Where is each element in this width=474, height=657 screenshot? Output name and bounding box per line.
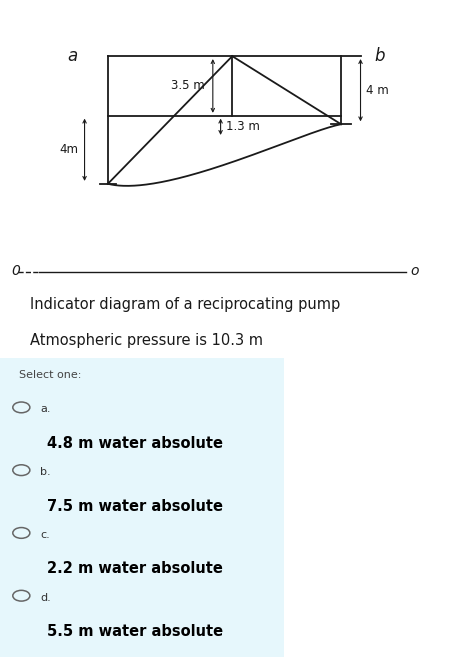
Text: 4 m: 4 m (366, 83, 389, 97)
Text: b.: b. (40, 467, 51, 477)
Text: Atmospheric pressure is 10.3 m: Atmospheric pressure is 10.3 m (30, 332, 264, 348)
Text: 4m: 4m (60, 143, 79, 156)
Text: a.: a. (40, 405, 51, 415)
Text: 1.3 m: 1.3 m (227, 120, 260, 133)
Text: 4.8 m water absolute: 4.8 m water absolute (47, 436, 223, 451)
Text: 0: 0 (11, 264, 20, 278)
Text: 2.2 m water absolute: 2.2 m water absolute (47, 561, 223, 576)
Text: c.: c. (40, 530, 50, 540)
Text: Select one:: Select one: (19, 370, 82, 380)
Text: Indicator diagram of a reciprocating pump: Indicator diagram of a reciprocating pum… (30, 297, 341, 311)
Text: d.: d. (40, 593, 51, 602)
FancyBboxPatch shape (0, 358, 284, 657)
Text: 7.5 m water absolute: 7.5 m water absolute (47, 499, 223, 514)
Text: b: b (375, 47, 385, 65)
Text: o: o (410, 264, 419, 278)
Text: 3.5 m: 3.5 m (171, 79, 205, 93)
Text: 5.5 m water absolute: 5.5 m water absolute (47, 624, 224, 639)
Text: a: a (68, 47, 78, 65)
